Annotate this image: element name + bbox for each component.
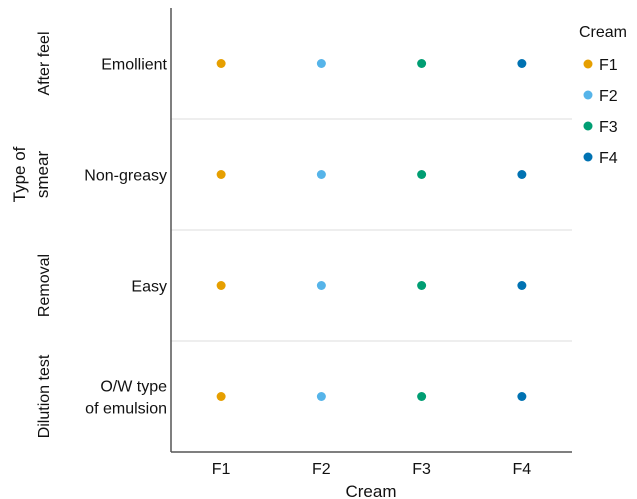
- data-point-f3: [417, 392, 427, 401]
- x-tick-labels: F1 F2 F3 F4: [212, 461, 532, 478]
- data-point-f2: [316, 281, 326, 290]
- data-point-f3: [417, 59, 427, 68]
- legend-marker-f4: [583, 152, 593, 162]
- legend-marker-f1: [583, 59, 593, 69]
- x-tick-label: F4: [513, 461, 532, 478]
- data-point-f3: [417, 281, 427, 290]
- y-axis-title-line-2: smear: [33, 151, 52, 199]
- data-points: [216, 59, 527, 401]
- facet-strip-labels: After feel Removal Dilution test: [36, 31, 53, 438]
- data-point-f4: [517, 392, 527, 401]
- x-tick-label: F1: [212, 461, 231, 478]
- legend-title: Cream: [579, 24, 627, 41]
- legend-marker-f2: [583, 90, 593, 100]
- data-point-f1: [216, 392, 226, 401]
- y-tick-labels: Emollient Non-greasy Easy O/W type of emulsi…: [84, 57, 167, 418]
- y-tick-label: Non-greasy: [84, 168, 167, 185]
- legend-label: F2: [599, 88, 618, 105]
- facet-panel: [171, 341, 572, 452]
- y-tick-label: O/W type of emulsion: [85, 379, 167, 418]
- data-point-f3: [417, 170, 427, 179]
- data-point-f2: [316, 170, 326, 179]
- y-tick-label: Easy: [131, 279, 167, 296]
- data-point-f1: [216, 281, 226, 290]
- facet-panel: [171, 8, 572, 119]
- data-point-f2: [316, 59, 326, 68]
- x-axis-title: Cream: [345, 482, 396, 499]
- legend-label: F4: [599, 150, 618, 167]
- y-tick-label: Emollient: [101, 57, 167, 74]
- legend-label: F1: [599, 57, 618, 74]
- data-point-f4: [517, 59, 527, 68]
- data-point-f4: [517, 281, 527, 290]
- legend-label: F3: [599, 119, 618, 136]
- legend: Cream F1 F2 F3 F4: [579, 24, 627, 167]
- data-point-f2: [316, 392, 326, 401]
- x-tick-label: F3: [412, 461, 431, 478]
- y-axis-title-line-1: Type of: [10, 146, 29, 202]
- facet-panels: [171, 8, 572, 452]
- facet-strip-label: Removal: [36, 254, 53, 317]
- facet-panel: [171, 230, 572, 341]
- x-tick-label: F2: [312, 461, 331, 478]
- facet-panel: [171, 119, 572, 230]
- facet-strip-label: Dilution test: [36, 354, 53, 438]
- legend-marker-f3: [583, 121, 593, 131]
- axes: [170, 8, 572, 453]
- data-point-f4: [517, 170, 527, 179]
- facet-strip-label: After feel: [36, 31, 53, 95]
- data-point-f1: [216, 59, 226, 68]
- data-point-f1: [216, 170, 226, 179]
